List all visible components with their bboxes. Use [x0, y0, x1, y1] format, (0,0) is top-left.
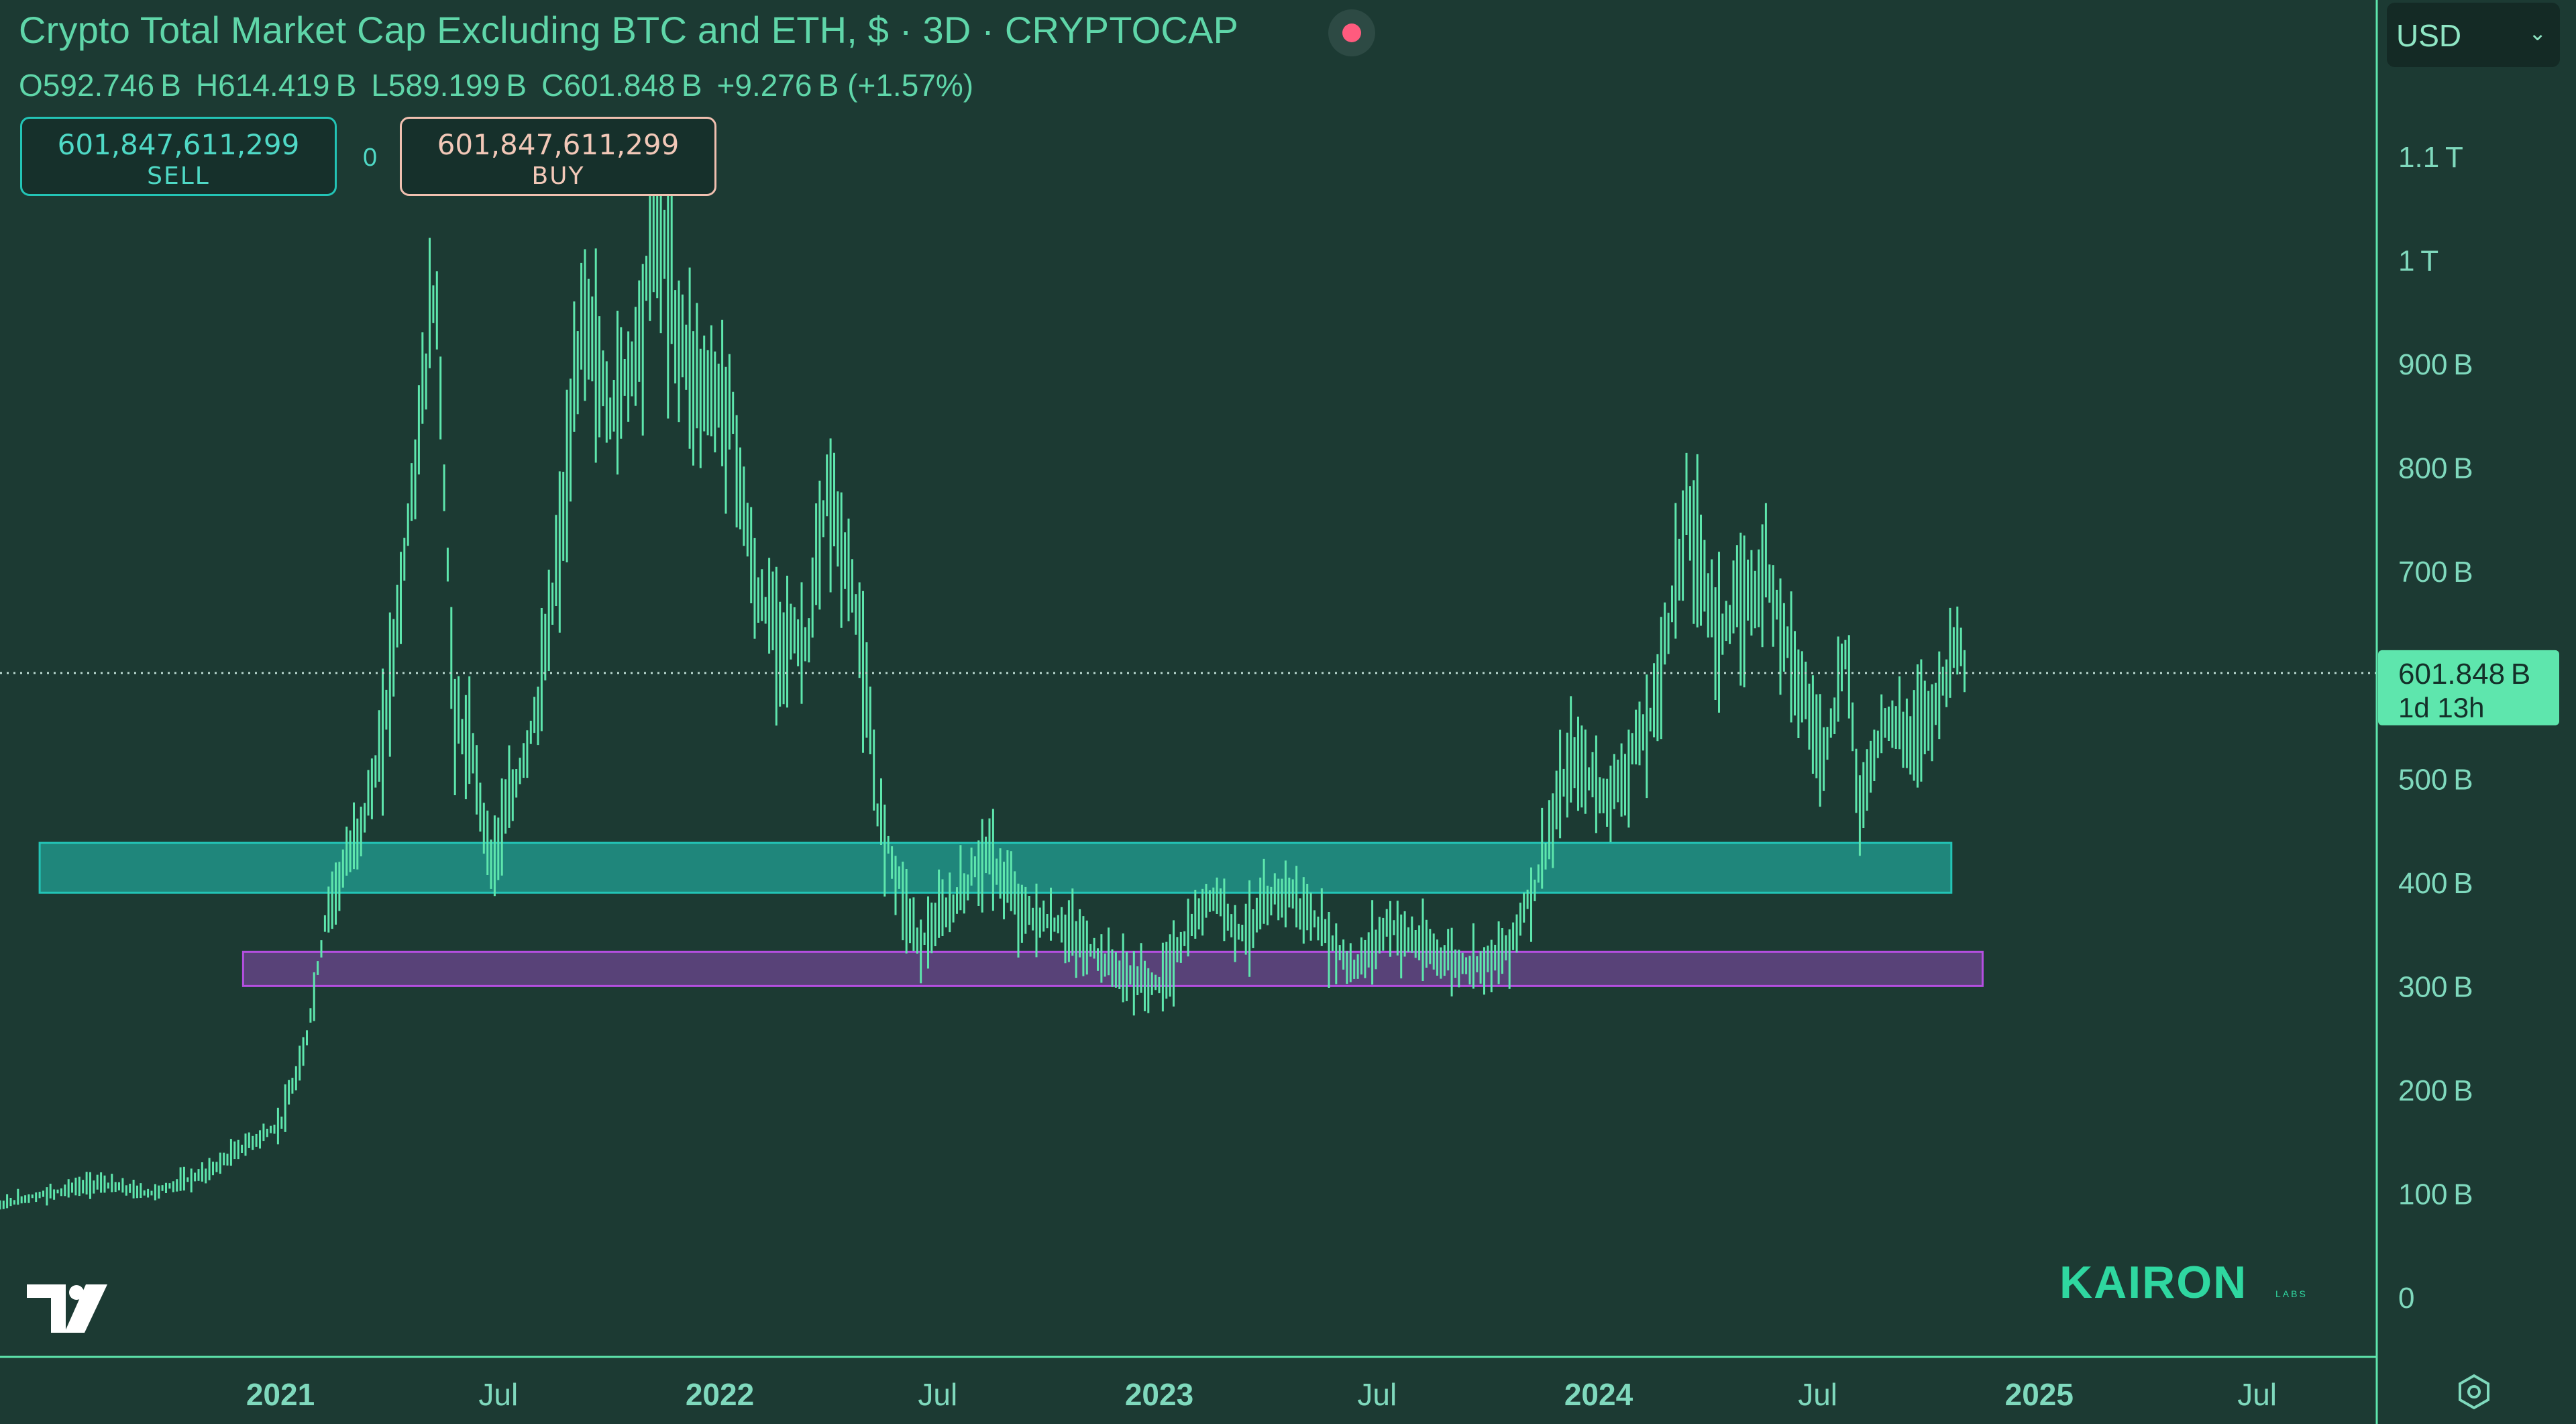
time-axis[interactable]: 2021 Jul 2022 Jul 2023 Jul 2024 Jul 2025 Jul: [246, 1377, 2277, 1412]
time-tick-0: 2021: [246, 1377, 315, 1412]
time-tick-4: 2023: [1125, 1377, 1193, 1412]
ohlc-high: H614.419 B: [195, 68, 357, 103]
current-price-label: 601.848 B: [2398, 658, 2530, 691]
ohlc-readout: O592.746 B H614.419 B L589.199 B C601.848 B…: [19, 67, 988, 103]
kairon-watermark: KAIRON LABS: [2059, 1257, 2308, 1308]
currency-select[interactable]: USD ⌄: [2387, 3, 2560, 67]
buy-label: BUY: [531, 162, 585, 190]
bar-countdown-label: 1d 13h: [2398, 692, 2484, 723]
price-tick-3: 300 B: [2398, 970, 2473, 1003]
buy-button[interactable]: 601,847,611,299 BUY: [400, 117, 716, 196]
price-tick-9: 1 T: [2398, 245, 2438, 278]
time-tick-9: Jul: [2237, 1377, 2277, 1412]
time-tick-1: Jul: [478, 1377, 518, 1412]
price-tick-8: 900 B: [2398, 348, 2473, 381]
live-dot-icon: [1342, 23, 1361, 42]
resistance-zone: [38, 842, 1953, 894]
price-tick-4: 400 B: [2398, 867, 2473, 900]
time-tick-6: 2024: [1564, 1377, 1633, 1412]
current-price-tag-box: [2378, 650, 2559, 725]
sell-button[interactable]: 601,847,611,299 SELL: [20, 117, 337, 196]
ohlc-change: +9.276 B (+1.57%): [716, 68, 974, 103]
price-tick-5: 500 B: [2398, 763, 2473, 796]
ohlc-close: C601.848 B: [541, 68, 702, 103]
time-tick-5: Jul: [1357, 1377, 1397, 1412]
ohlc-open: O592.746 B: [19, 68, 181, 103]
tradingview-logo-icon[interactable]: [27, 1284, 107, 1333]
sell-price: 601,847,611,299: [57, 128, 300, 161]
price-axis[interactable]: 0 100 B 200 B 300 B 400 B 500 B 700 B 800 B 900 …: [2398, 141, 2473, 1315]
buy-price: 601,847,611,299: [437, 128, 680, 161]
sell-label: SELL: [147, 162, 210, 190]
candles-series: [0, 118, 1966, 1210]
kairon-brand-text: KAIRON: [2059, 1257, 2247, 1308]
price-tick-6: 700 B: [2398, 556, 2473, 589]
current-price-tag: 601.848 B 1d 13h: [2378, 650, 2559, 725]
time-tick-3: Jul: [918, 1377, 957, 1412]
price-tick-10: 1.1 T: [2398, 141, 2463, 174]
ohlc-low: L589.199 B: [371, 68, 527, 103]
chevron-down-icon: ⌄: [2528, 21, 2546, 45]
spread-value: 0: [363, 144, 378, 172]
settings-hexagon-icon[interactable]: [2455, 1373, 2493, 1411]
kairon-sub-text: LABS: [2275, 1288, 2308, 1299]
time-tick-2: 2022: [686, 1377, 754, 1412]
currency-value: USD: [2396, 18, 2462, 53]
chart-title: Crypto Total Market Cap Excluding BTC an…: [19, 9, 1239, 51]
time-tick-8: 2025: [2005, 1377, 2074, 1412]
price-tick-1: 100 B: [2398, 1178, 2473, 1211]
time-tick-7: Jul: [1798, 1377, 1837, 1412]
price-tick-2: 200 B: [2398, 1074, 2473, 1107]
price-tick-0: 0: [2398, 1282, 2414, 1315]
live-indicator[interactable]: [1328, 9, 1375, 56]
price-tick-7: 800 B: [2398, 452, 2473, 485]
